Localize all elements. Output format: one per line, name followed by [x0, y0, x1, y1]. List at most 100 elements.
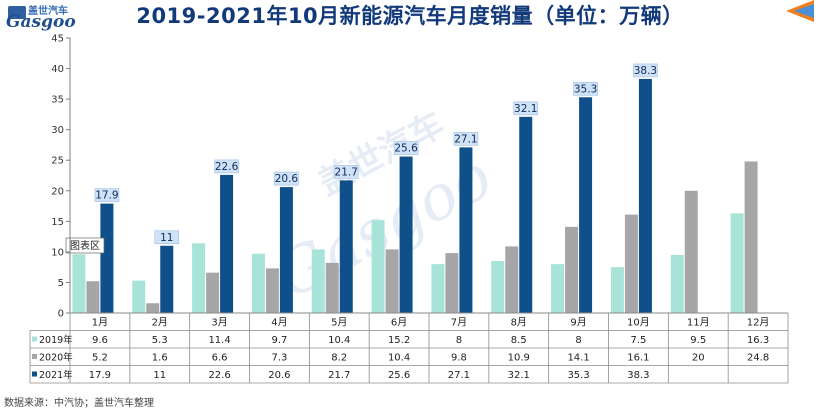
- table-cell: 9.6: [92, 335, 108, 346]
- bar-2021年-3月: [220, 174, 234, 313]
- data-label: 11: [160, 232, 173, 244]
- y-tick-label: 35: [51, 95, 64, 106]
- table-category-label: 5月: [331, 317, 347, 329]
- bar-2021年-1月: [100, 203, 114, 313]
- bar-2020年-8月: [505, 246, 519, 313]
- table-cell: 11: [153, 370, 166, 381]
- bar-2019年-11月: [670, 254, 684, 313]
- bar-2019年-9月: [551, 264, 565, 313]
- legend-label: 2019年: [39, 334, 73, 346]
- table-category-label: 8月: [511, 317, 527, 329]
- data-label: 17.9: [95, 190, 118, 202]
- legend-swatch-2021年: [32, 371, 37, 377]
- table-cell: 14.1: [567, 353, 589, 364]
- bar-2021年-10月: [638, 78, 652, 313]
- bar-2020年-1月: [86, 281, 100, 313]
- y-tick-label: 25: [51, 156, 64, 167]
- table-category-label: 1月: [92, 317, 108, 329]
- bar-2021年-7月: [459, 147, 473, 313]
- data-label: 25.6: [394, 143, 418, 155]
- bar-2020年-11月: [684, 190, 698, 313]
- table-cell: 32.1: [508, 370, 530, 381]
- table-cell: 25.6: [388, 370, 410, 381]
- y-tick-label: 45: [51, 34, 64, 45]
- data-label-box: [214, 159, 239, 174]
- bar-2020年-6月: [385, 249, 399, 313]
- plot-area-tooltip-text: 图表区: [70, 239, 100, 252]
- y-tick-label: 30: [51, 125, 64, 136]
- data-label: 21.7: [335, 166, 358, 178]
- bar-2020年-10月: [624, 214, 638, 313]
- bar-2019年-7月: [431, 264, 445, 313]
- table-cell: 16.1: [627, 353, 649, 364]
- bar-2020年-9月: [565, 226, 579, 313]
- table-cell: 8: [456, 335, 462, 346]
- bar-2019年-3月: [192, 243, 206, 313]
- y-tick-label: 5: [58, 278, 64, 289]
- table-cell: 1.6: [152, 353, 168, 364]
- plot-area-tooltip: [65, 237, 105, 254]
- bar-2020年-4月: [265, 268, 279, 313]
- bar-2019年-2月: [132, 280, 146, 313]
- bar-2021年-6月: [399, 156, 413, 313]
- bar-2019年-8月: [491, 261, 505, 313]
- table-cell: 35.3: [567, 370, 589, 381]
- legend-label: 2021年: [39, 369, 73, 381]
- legend-label: 2020年: [39, 352, 73, 364]
- y-tick-label: 10: [51, 247, 64, 258]
- bar-2020年-5月: [325, 262, 339, 313]
- bar-2019年-1月: [72, 254, 86, 313]
- table-cell: 20: [692, 353, 705, 364]
- data-label: 32.1: [514, 103, 537, 115]
- table-cell: 9.5: [690, 335, 706, 346]
- table-cell: 6.6: [212, 353, 228, 364]
- logo-wordmark: Gasgoo: [6, 12, 76, 32]
- data-label-box: [453, 132, 479, 146]
- table-cell: 10.4: [388, 353, 410, 364]
- table-category-label: 3月: [211, 317, 227, 329]
- bar-2021年-4月: [279, 187, 293, 313]
- bar-2020年-2月: [146, 303, 160, 313]
- table-cell: 24.8: [747, 353, 769, 364]
- data-label: 20.6: [275, 173, 299, 185]
- table-category-label: 10月: [627, 317, 650, 329]
- table-cell: 17.9: [89, 370, 111, 381]
- data-label: 27.1: [454, 133, 477, 145]
- bar-2021年-5月: [339, 180, 353, 313]
- table-category-label: 12月: [747, 317, 770, 329]
- data-table: 1月 2月 3月 4月 5月 6月 7月 8月 9月 10月 11月 12月 2019年 9.6 5.3 11…: [29, 312, 789, 384]
- legend-swatch-2019年: [32, 336, 37, 342]
- logo-mark-icon: [8, 6, 26, 19]
- y-tick-label: 40: [51, 64, 64, 75]
- y-tick-label: 0: [58, 309, 64, 320]
- data-label-box: [94, 188, 120, 202]
- table-cell: 15.2: [388, 335, 410, 346]
- plot-area: 17.9 11 22.6 20.6 21.7 25.6 27.1 32.1 35.3 38.3 图表…: [65, 63, 758, 314]
- table-cell: 20.6: [268, 370, 290, 381]
- table-cell: 8.2: [331, 353, 347, 364]
- table-category-label: 11月: [687, 317, 710, 329]
- table-cell: 7.3: [271, 353, 287, 364]
- table-cell: 10.4: [328, 335, 350, 346]
- table-category-label: 7月: [451, 317, 467, 329]
- table-cell: 10.9: [508, 353, 530, 364]
- table-cell: 7.5: [630, 335, 646, 346]
- logo-brand-text: 盖世汽车: [28, 6, 68, 17]
- bar-2021年-8月: [519, 116, 533, 313]
- y-tick-label: 15: [51, 217, 64, 228]
- table-cell: 8: [575, 335, 581, 346]
- bar-2019年-4月: [251, 253, 265, 313]
- table-cell: 5.3: [152, 335, 168, 346]
- table-category-label: 6月: [391, 317, 407, 329]
- data-label-box: [333, 165, 359, 179]
- table-category-label: 4月: [271, 317, 287, 329]
- table-cell: 21.7: [328, 370, 350, 381]
- bar-2019年-6月: [371, 220, 385, 313]
- table-cell: 9.7: [271, 335, 287, 346]
- table-cell: 5.2: [92, 353, 108, 364]
- y-tick-label: 20: [51, 186, 64, 197]
- bar-2020年-7月: [445, 253, 459, 313]
- legend-swatch-2020年: [32, 354, 37, 359]
- data-label-box: [513, 101, 539, 116]
- bar-2020年-12月: [744, 161, 758, 313]
